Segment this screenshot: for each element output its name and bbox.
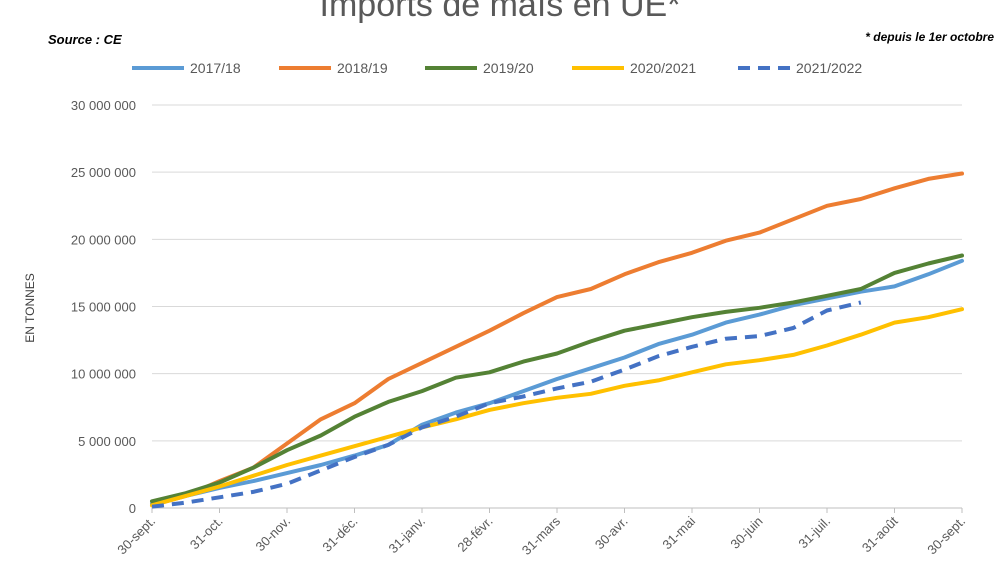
y-tick-label: 20 000 000 bbox=[71, 232, 136, 247]
series-line-2017-18 bbox=[150, 258, 964, 506]
chart-title: Imports de maïs en UE* bbox=[319, 0, 681, 24]
legend-label: 2021/2022 bbox=[796, 60, 862, 76]
y-tick-label: 30 000 000 bbox=[71, 98, 136, 113]
legend-label: 2019/20 bbox=[483, 60, 534, 76]
y-tick-label: 10 000 000 bbox=[71, 367, 136, 382]
x-tick-label: 30-juin bbox=[727, 514, 765, 552]
series-line-2019-20 bbox=[150, 253, 964, 504]
y-tick-label: 5 000 000 bbox=[78, 434, 136, 449]
x-tick-label: 30-avr. bbox=[592, 514, 631, 553]
legend-label: 2020/2021 bbox=[630, 60, 696, 76]
legend-label: 2017/18 bbox=[190, 60, 241, 76]
x-tick-label: 30-sept. bbox=[924, 514, 968, 558]
x-tick-label: 31-janv. bbox=[385, 514, 428, 557]
x-tick-label: 31-déc. bbox=[319, 514, 360, 555]
series-line-2020-2021 bbox=[150, 307, 964, 508]
series-line-2018-19 bbox=[150, 171, 964, 508]
legend-label: 2018/19 bbox=[337, 60, 388, 76]
x-tick-label: 31-juil. bbox=[795, 514, 833, 552]
x-tick-label: 31-mai bbox=[659, 513, 698, 552]
x-tick-label: 28-févr. bbox=[454, 514, 495, 555]
y-tick-label: 25 000 000 bbox=[71, 165, 136, 180]
chart-note: * depuis le 1er octobre bbox=[865, 30, 994, 44]
x-tick-label: 30-sept. bbox=[114, 514, 158, 558]
x-tick-label: 31-oct. bbox=[187, 514, 226, 553]
x-tick-label: 31-août bbox=[859, 513, 901, 555]
x-tick-label: 30-nov. bbox=[253, 514, 294, 555]
x-tick-label: 31-mars bbox=[519, 513, 564, 558]
chart-source: Source : CE bbox=[48, 32, 122, 47]
y-tick-label: 15 000 000 bbox=[71, 300, 136, 315]
y-tick-label: 0 bbox=[129, 501, 136, 516]
